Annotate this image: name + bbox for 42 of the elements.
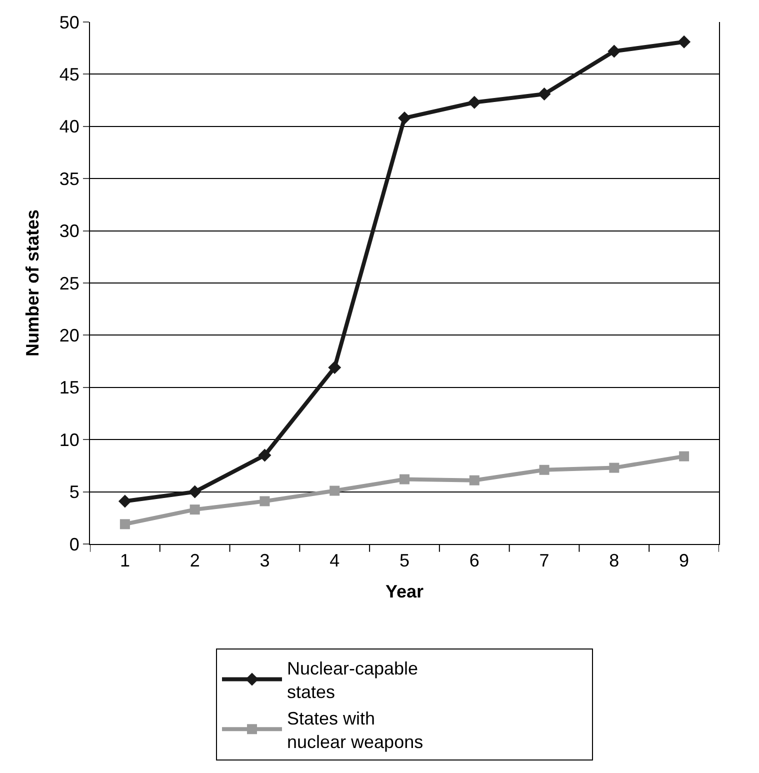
x-axis-title: Year (385, 582, 424, 602)
point (120, 519, 130, 530)
point (260, 496, 270, 506)
x-tick-label: 8 (609, 550, 620, 571)
y-tick-label: 45 (59, 64, 80, 84)
y-tick-label: 30 (59, 221, 80, 242)
x-tick-label: 1 (120, 550, 130, 571)
y-tick-label: 20 (59, 326, 80, 346)
y-tick-label: 10 (59, 430, 80, 450)
point (400, 474, 410, 484)
x-tick-label: 3 (260, 550, 270, 571)
point (679, 451, 690, 462)
point (258, 448, 272, 462)
x-tick-label: 2 (190, 550, 200, 571)
y-tick-label: 0 (69, 534, 80, 554)
y-axis-title: Number of states (22, 209, 43, 357)
x-tick-label: 6 (469, 550, 480, 571)
point (398, 112, 411, 125)
point (468, 96, 481, 109)
point (118, 494, 132, 508)
point (190, 504, 200, 515)
y-tick-label: 25 (59, 273, 80, 294)
point (328, 361, 342, 374)
y-tick-label: 40 (59, 116, 80, 137)
x-tick-label: 4 (330, 550, 340, 571)
y-tick-label: 35 (59, 168, 80, 189)
point (539, 464, 550, 475)
point (469, 475, 480, 486)
y-tick-label: 5 (69, 482, 80, 502)
point (538, 88, 551, 101)
point (330, 486, 340, 496)
legend-label: Nuclear-capable states (287, 658, 418, 702)
x-tick-label: 9 (679, 550, 690, 571)
legend-label: States with nuclear weapons (287, 708, 424, 752)
point (608, 44, 621, 58)
point (678, 35, 691, 48)
x-tick-label: 5 (399, 550, 410, 571)
y-tick-label: 15 (59, 378, 80, 398)
point (609, 462, 620, 473)
point (188, 485, 202, 498)
y-tick-label: 50 (59, 12, 80, 32)
x-tick-label: 7 (539, 550, 550, 571)
